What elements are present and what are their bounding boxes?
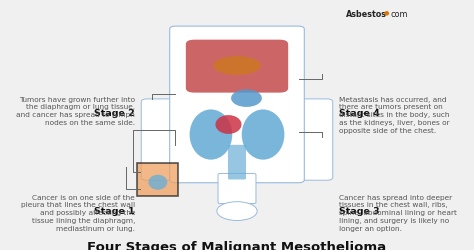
FancyBboxPatch shape <box>170 27 304 183</box>
Ellipse shape <box>231 90 262 108</box>
Text: Cancer is on one side of the
pleura that lines the chest wall
and possibly affec: Cancer is on one side of the pleura that… <box>21 194 135 230</box>
FancyBboxPatch shape <box>141 100 182 180</box>
Text: Asbestos: Asbestos <box>346 10 387 19</box>
Ellipse shape <box>217 202 257 220</box>
Text: Stage 3: Stage 3 <box>339 206 380 215</box>
Text: ●: ● <box>384 10 390 15</box>
Text: Tumors have grown further into
the diaphragm or lung tissue,
and cancer has spre: Tumors have grown further into the diaph… <box>16 96 135 126</box>
FancyBboxPatch shape <box>218 174 256 204</box>
FancyBboxPatch shape <box>228 145 246 180</box>
Text: com: com <box>390 10 408 19</box>
Ellipse shape <box>148 175 167 190</box>
Text: Stage 2: Stage 2 <box>94 109 135 118</box>
Text: Stage 1: Stage 1 <box>94 206 135 215</box>
Ellipse shape <box>215 116 241 134</box>
FancyBboxPatch shape <box>186 40 288 93</box>
Text: Stage 4: Stage 4 <box>339 109 380 118</box>
FancyBboxPatch shape <box>292 100 333 180</box>
Text: Four Stages of Malignant Mesothelioma: Four Stages of Malignant Mesothelioma <box>87 240 387 250</box>
FancyBboxPatch shape <box>137 164 178 196</box>
Ellipse shape <box>242 110 284 160</box>
Ellipse shape <box>190 110 232 160</box>
Text: Cancer has spread into deeper
tissues in the chest wall, ribs,
spine, abdominal : Cancer has spread into deeper tissues in… <box>339 194 457 230</box>
Ellipse shape <box>213 57 261 76</box>
Text: Metastasis has occurred, and
there are tumors present on
distant sites in the bo: Metastasis has occurred, and there are t… <box>339 96 449 133</box>
